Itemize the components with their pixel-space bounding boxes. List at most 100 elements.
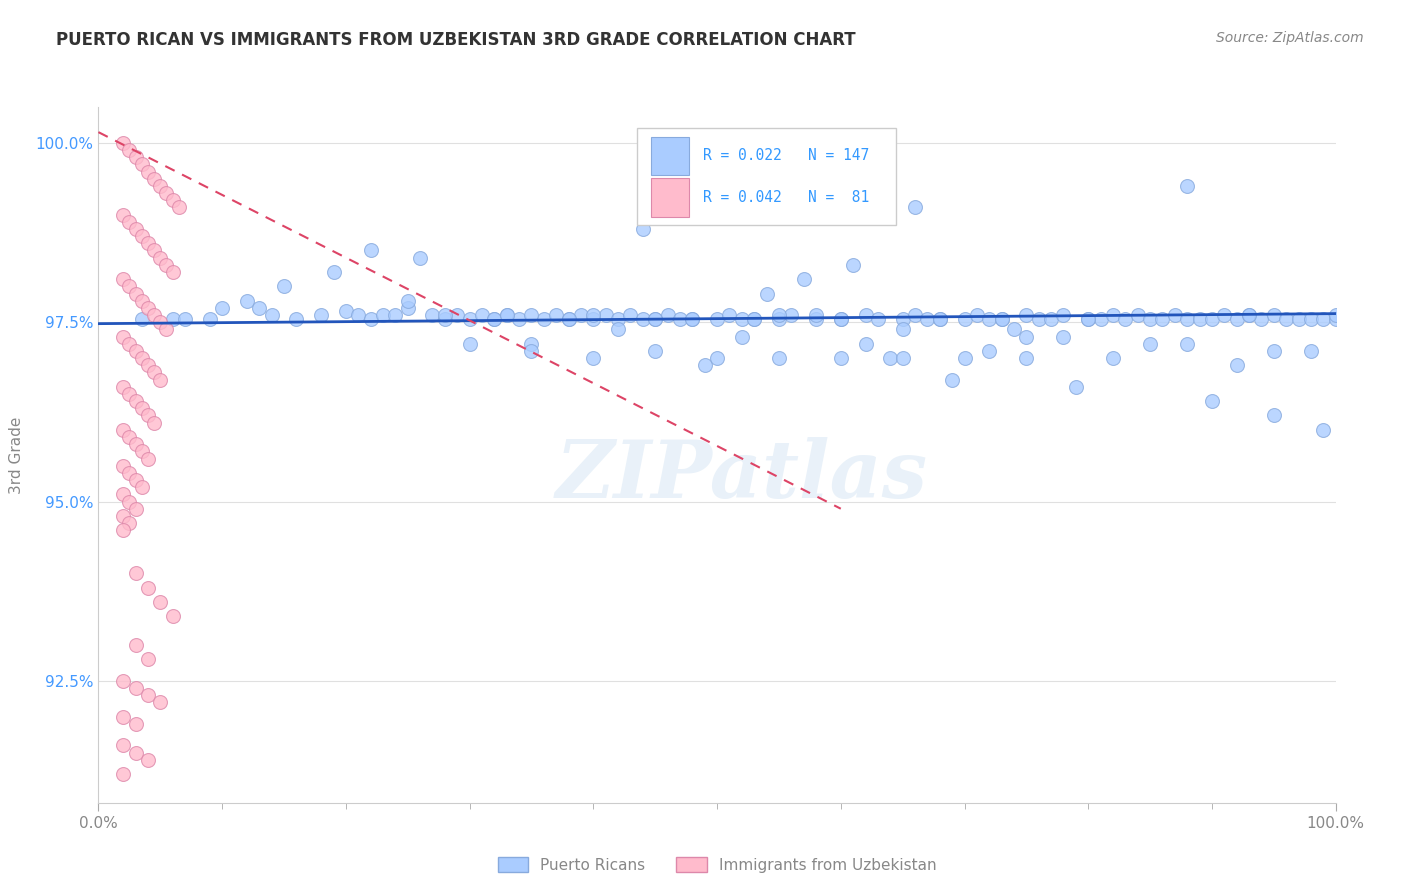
Point [1139, 311, 1161, 326]
Point [1052, 329, 1074, 343]
Point [433, 311, 456, 326]
Point [619, 308, 641, 322]
Point [842, 258, 865, 272]
Point [162, 265, 184, 279]
Point [484, 311, 506, 326]
Point [162, 609, 184, 624]
Point [446, 308, 468, 322]
Point [1126, 308, 1149, 322]
Point [520, 336, 543, 351]
Point [804, 311, 827, 326]
Point [143, 244, 166, 258]
Point [1028, 311, 1050, 326]
Point [879, 351, 901, 365]
Point [124, 286, 146, 301]
Point [149, 695, 172, 709]
Point [804, 308, 827, 322]
Point [124, 394, 146, 409]
Point [409, 251, 432, 265]
Point [644, 343, 666, 358]
Text: R = 0.042   N =  81: R = 0.042 N = 81 [703, 190, 870, 205]
Point [124, 638, 146, 652]
Point [112, 458, 135, 473]
Point [131, 311, 153, 326]
Point [1226, 358, 1249, 372]
Point [458, 311, 481, 326]
Point [118, 516, 141, 530]
Point [742, 311, 765, 326]
Point [706, 351, 728, 365]
Point [124, 501, 146, 516]
Point [1102, 351, 1125, 365]
Point [1175, 336, 1198, 351]
Point [1324, 311, 1347, 326]
Text: R = 0.022   N = 147: R = 0.022 N = 147 [703, 148, 870, 163]
Point [112, 508, 135, 523]
Point [928, 311, 950, 326]
Point [247, 301, 270, 315]
Point [1052, 308, 1074, 322]
Point [533, 311, 555, 326]
Point [1139, 336, 1161, 351]
Text: Source: ZipAtlas.com: Source: ZipAtlas.com [1216, 31, 1364, 45]
Point [484, 311, 506, 326]
Point [1064, 380, 1087, 394]
Point [162, 311, 184, 326]
Point [236, 293, 259, 308]
Point [131, 444, 153, 458]
Point [1114, 311, 1136, 326]
Point [582, 308, 605, 322]
Text: PUERTO RICAN VS IMMIGRANTS FROM UZBEKISTAN 3RD GRADE CORRELATION CHART: PUERTO RICAN VS IMMIGRANTS FROM UZBEKIST… [56, 31, 856, 49]
Point [131, 157, 153, 171]
Point [118, 466, 141, 480]
Point [1077, 311, 1099, 326]
Point [990, 311, 1012, 326]
Point [124, 150, 146, 164]
Point [136, 409, 159, 423]
Point [131, 480, 153, 494]
Point [118, 143, 141, 157]
Point [198, 311, 221, 326]
Point [1288, 311, 1310, 326]
Point [966, 308, 988, 322]
Point [1201, 311, 1223, 326]
Legend: Puerto Ricans, Immigrants from Uzbekistan: Puerto Ricans, Immigrants from Uzbekista… [492, 850, 942, 879]
Point [118, 494, 141, 508]
Point [644, 311, 666, 326]
Point [644, 311, 666, 326]
Point [1312, 311, 1334, 326]
Point [718, 308, 741, 322]
Point [1175, 311, 1198, 326]
Point [1263, 409, 1285, 423]
Point [731, 329, 754, 343]
Point [1299, 343, 1322, 358]
Point [112, 272, 135, 286]
Point [917, 311, 939, 326]
Point [1275, 311, 1298, 326]
Point [112, 423, 135, 437]
Point [1015, 351, 1038, 365]
Point [1152, 311, 1174, 326]
Point [136, 301, 159, 315]
Point [360, 244, 382, 258]
Point [136, 753, 159, 767]
FancyBboxPatch shape [651, 178, 689, 217]
Point [557, 311, 579, 326]
Point [371, 308, 394, 322]
Point [112, 739, 135, 753]
Point [309, 308, 332, 322]
Point [928, 311, 950, 326]
Point [953, 351, 976, 365]
Point [830, 311, 852, 326]
Point [260, 308, 283, 322]
Point [384, 308, 406, 322]
Point [830, 311, 852, 326]
Point [143, 171, 166, 186]
Point [904, 308, 927, 322]
Point [112, 523, 135, 537]
Point [607, 311, 630, 326]
Point [706, 311, 728, 326]
Point [471, 308, 494, 322]
Point [595, 308, 617, 322]
Point [136, 652, 159, 666]
